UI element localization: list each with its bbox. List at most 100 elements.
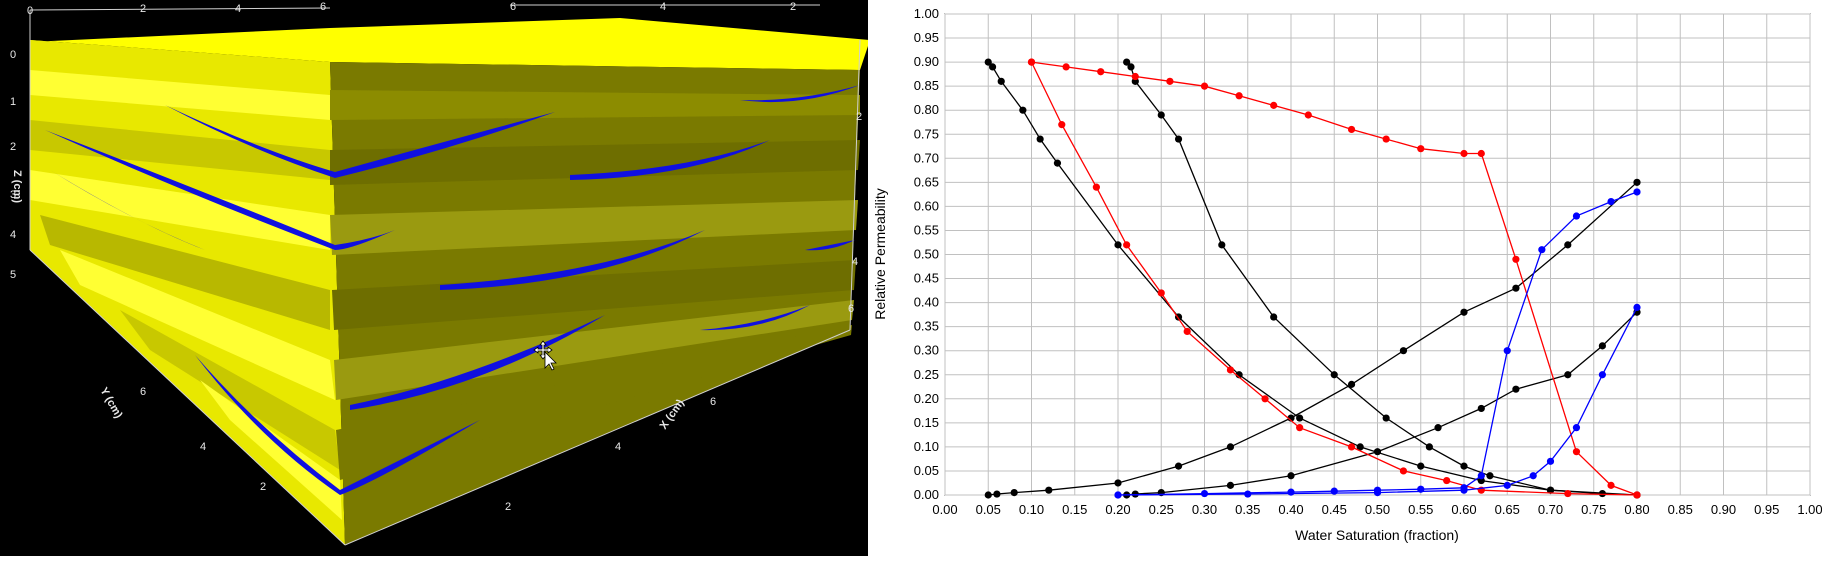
right-tick-4: 4 <box>852 256 858 268</box>
top-right-tick-4: 4 <box>660 1 666 13</box>
series-3 <box>1123 308 1641 499</box>
y-tick-label: 0.30 <box>914 343 939 358</box>
data-point <box>1287 414 1295 422</box>
y-tick-label: 0.70 <box>914 150 939 165</box>
data-point <box>1157 111 1165 119</box>
y-tick-6: 6 <box>140 386 146 398</box>
y-tick-labels: 0.00 0.05 0.10 0.15 0.20 0.25 0.30 0.35 0.40 0.45… <box>914 6 939 502</box>
data-point <box>1425 443 1433 451</box>
z-tick-5: 5 <box>10 269 16 281</box>
data-point <box>1062 63 1070 71</box>
y-tick-label: 0.45 <box>914 271 939 286</box>
data-point <box>1460 149 1468 158</box>
data-point <box>1460 462 1468 470</box>
move-cursor-icon <box>533 340 557 371</box>
x-tick-label: 0.05 <box>976 502 1001 517</box>
x-tick-label: 0.25 <box>1149 502 1174 517</box>
z-tick-0: 0 <box>10 49 16 61</box>
x-tick-2: 2 <box>505 501 511 513</box>
data-point <box>1503 347 1511 355</box>
data-point <box>1633 303 1641 312</box>
right-tick-2: 2 <box>856 111 862 123</box>
data-point <box>1123 58 1131 66</box>
relative-permeability-chart-panel: 0.00 0.05 0.10 0.15 0.20 0.25 0.30 0.35 0.40 0.45… <box>868 0 1822 556</box>
data-point <box>1477 149 1485 158</box>
relperm-chart: 0.00 0.05 0.10 0.15 0.20 0.25 0.30 0.35 0.40 0.45… <box>872 6 1822 543</box>
x-tick-label: 0.85 <box>1668 502 1693 517</box>
data-point <box>1131 72 1139 81</box>
data-point <box>1572 424 1581 432</box>
data-point <box>1235 92 1243 100</box>
y-tick-2: 2 <box>260 481 266 493</box>
series-line <box>988 181 1638 496</box>
data-point <box>1058 121 1066 129</box>
data-point <box>1417 145 1425 153</box>
data-point <box>1512 284 1520 292</box>
data-point <box>1399 467 1408 475</box>
data-point <box>1460 486 1468 494</box>
x-tick-label: 0.35 <box>1235 502 1260 517</box>
data-point <box>1356 443 1364 451</box>
data-point <box>1598 371 1606 379</box>
data-point <box>1529 472 1537 480</box>
3d-model-view[interactable]: 0 2 4 6 6 4 2 0 1 2 3 4 5 Z (cm) Y (cm) … <box>0 0 870 556</box>
data-point <box>1010 488 1018 497</box>
y-tick-label: 0.20 <box>914 391 939 406</box>
series-7 <box>1114 303 1641 499</box>
data-point <box>1270 101 1278 109</box>
data-point <box>1382 135 1390 143</box>
data-point <box>1546 457 1555 465</box>
data-point <box>1296 424 1304 432</box>
x-tick-label: 0.90 <box>1711 502 1736 517</box>
data-point <box>988 63 997 71</box>
data-point <box>1546 486 1555 494</box>
y-tick-label: 0.50 <box>914 247 939 262</box>
data-point <box>1200 489 1209 498</box>
x-tick-label: 0.45 <box>1322 502 1347 517</box>
top-tick-2: 2 <box>140 3 146 15</box>
top-right-tick-2: 2 <box>790 1 796 13</box>
x-tick-label: 0.80 <box>1624 502 1649 517</box>
data-point <box>1304 111 1312 119</box>
x-tick-label: 0.95 <box>1754 502 1779 517</box>
data-point <box>1486 472 1494 480</box>
data-point <box>1347 380 1356 388</box>
data-point <box>1503 481 1511 489</box>
y-tick-label: 0.25 <box>914 367 939 382</box>
data-point <box>1053 159 1062 167</box>
data-point <box>1097 68 1105 76</box>
data-point <box>1287 472 1295 480</box>
y-tick-label: 0.75 <box>914 126 939 141</box>
data-point <box>1633 491 1641 499</box>
data-point <box>1157 289 1165 297</box>
data-point <box>1373 448 1382 456</box>
top-tick-0: 0 <box>27 5 33 17</box>
data-point <box>1270 313 1278 321</box>
y-tick-label: 0.35 <box>914 319 939 334</box>
x-tick-label: 0.65 <box>1495 502 1520 517</box>
data-point <box>1123 241 1131 249</box>
data-point <box>1347 125 1356 134</box>
data-point <box>1512 255 1520 263</box>
y-tick-label: 0.10 <box>914 439 939 454</box>
top-right-tick-6: 6 <box>510 1 516 13</box>
data-point <box>1114 491 1122 499</box>
data-point <box>1633 188 1641 196</box>
y-tick-label: 0.05 <box>914 463 939 478</box>
shale-lenses <box>45 85 860 495</box>
right-face-layers <box>330 90 860 480</box>
series-line <box>1031 61 1638 496</box>
y-tick-label: 1.00 <box>914 6 939 21</box>
x-tick-4: 4 <box>615 441 621 453</box>
y-tick-label: 0.60 <box>914 198 939 213</box>
3d-model-canvas[interactable]: 0 2 4 6 6 4 2 0 1 2 3 4 5 Z (cm) Y (cm) … <box>0 0 870 556</box>
data-point <box>1287 488 1295 496</box>
y-tick-label: 0.90 <box>914 54 939 69</box>
data-point <box>1036 135 1044 143</box>
data-point <box>1127 63 1135 71</box>
data-point <box>1166 77 1174 85</box>
data-point <box>1092 183 1100 191</box>
data-point <box>1114 241 1122 249</box>
data-point <box>1261 395 1269 403</box>
chart-grid <box>944 13 1811 496</box>
